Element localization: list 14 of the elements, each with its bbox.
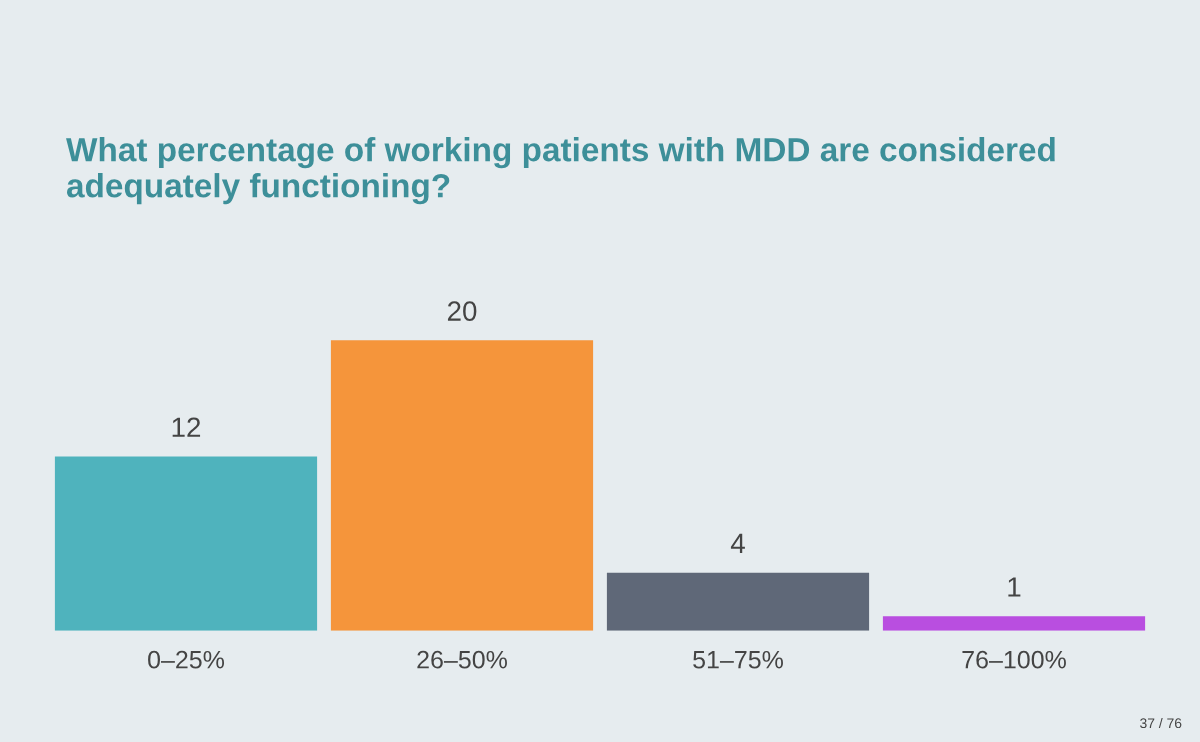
data-label: 20 (447, 301, 477, 321)
data-label: 1 (1008, 577, 1021, 597)
chart-title: What percentage of working patients with MDD are considered adequately functioning? (66, 137, 1055, 205)
x-tick-label: 0–25% (148, 650, 225, 669)
data-label: 12 (172, 417, 201, 437)
text: 37 / 76 (1140, 717, 1182, 729)
bar (54, 456, 318, 631)
bar (606, 572, 870, 631)
x-tick-label: 76–100% (962, 650, 1066, 669)
x-tick-label: 51–75% (693, 650, 783, 669)
x-tick-label: 26–50% (417, 650, 507, 669)
bar (882, 616, 1146, 631)
data-label: 4 (730, 533, 745, 553)
bar (330, 340, 594, 631)
